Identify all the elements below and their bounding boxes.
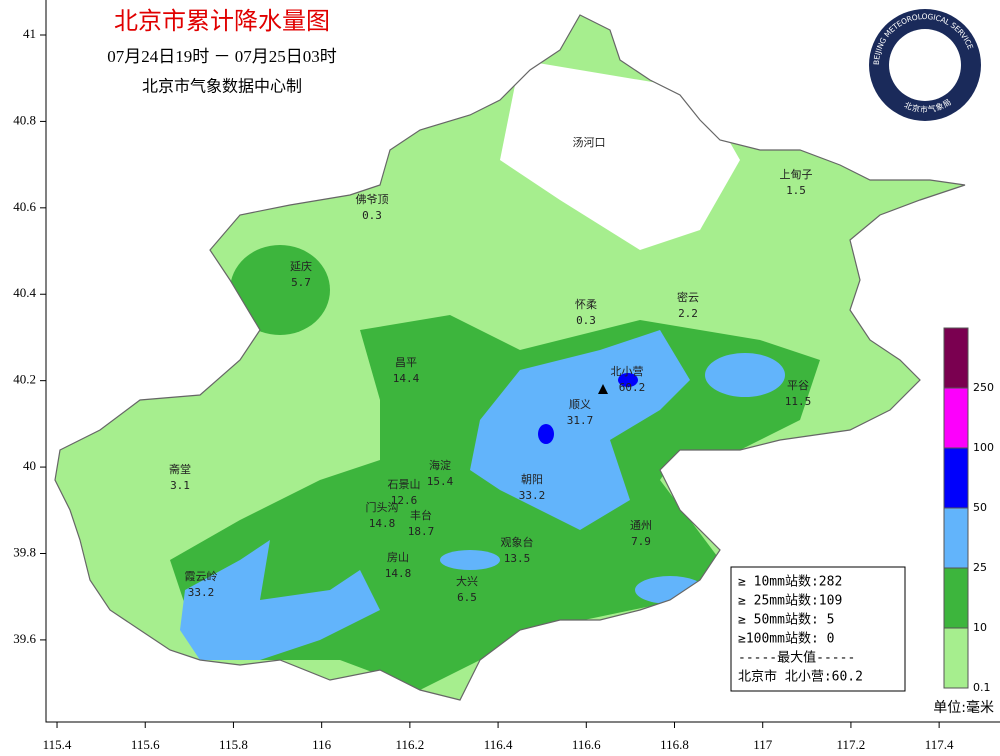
time-range: 07月24日19时 － 07月25日03时 — [107, 47, 337, 66]
max-marker — [598, 384, 608, 394]
field-heavy — [618, 373, 638, 387]
legend-label: 25 — [973, 561, 987, 574]
field-dry — [500, 60, 740, 250]
x-tick-label: 115.6 — [131, 737, 160, 752]
station-value: 11.5 — [785, 395, 812, 408]
station-name: 斋堂 — [169, 462, 191, 476]
station-name: 石景山 — [388, 478, 421, 491]
station-name: 怀柔 — [575, 298, 597, 311]
station-value: 60.2 — [619, 381, 646, 394]
legend-swatch — [943, 627, 969, 689]
station-name: 观象台 — [501, 535, 534, 549]
station-value: 15.4 — [427, 475, 454, 488]
x-tick-label: 117 — [753, 737, 773, 752]
station-value: 14.8 — [385, 567, 412, 580]
station-value: 14.8 — [369, 517, 396, 530]
station-name: 海淀 — [429, 458, 451, 472]
legend-label: 50 — [973, 501, 987, 514]
x-tick-label: 116.2 — [395, 737, 424, 752]
station-name: 汤河口 — [573, 135, 606, 149]
station-name: 平谷 — [787, 379, 809, 392]
stat-line: -----最大值----- — [738, 650, 855, 666]
logo: BEIJING METEOROLOGICAL SERVICE 北京市气象局 — [869, 9, 981, 121]
station-value: 5.7 — [291, 276, 311, 289]
field-blue — [180, 540, 380, 660]
station-value: 14.4 — [393, 372, 420, 385]
y-tick-label: 40.4 — [13, 285, 36, 300]
legend-label: 100 — [973, 441, 994, 454]
station-name: 昌平 — [395, 356, 417, 369]
x-tick-label: 117.4 — [925, 737, 954, 752]
stat-line: ≥ 10mm站数:282 — [738, 575, 842, 590]
station-name: 丰台 — [410, 508, 432, 522]
legend-swatch — [943, 567, 969, 629]
station-value: 1.5 — [786, 184, 806, 197]
stat-line: ≥100mm站数: 0 — [738, 632, 834, 647]
station-value: 33.2 — [519, 489, 546, 502]
station-name: 上甸子 — [780, 168, 813, 181]
field-blue — [440, 550, 500, 570]
y-tick-label: 41 — [23, 26, 36, 41]
stat-line: 北京市 北小营:60.2 — [738, 669, 863, 685]
station-name: 霞云岭 — [185, 569, 218, 583]
station-value: 0.3 — [362, 209, 382, 222]
title: 北京市累计降水量图 — [114, 7, 330, 35]
station-value: 13.5 — [504, 552, 531, 565]
station-name: 密云 — [677, 290, 699, 304]
station-value: 2.2 — [678, 307, 698, 320]
logo-inner — [889, 29, 961, 101]
y-tick-label: 39.6 — [13, 631, 36, 646]
station-name: 通州 — [630, 519, 652, 532]
y-tick-label: 39.8 — [13, 544, 36, 559]
station-value: 7.9 — [631, 535, 651, 548]
field-heavy — [538, 424, 554, 444]
producer: 北京市气象数据中心制 — [142, 77, 302, 96]
x-tick-label: 117.2 — [837, 737, 866, 752]
station-name: 房山 — [387, 551, 409, 564]
y-tick-label: 40 — [23, 458, 36, 473]
station-name: 佛爷顶 — [356, 192, 389, 206]
legend-label: 10 — [973, 621, 987, 634]
station-name: 门头沟 — [366, 500, 399, 514]
stat-line: ≥ 50mm站数: 5 — [738, 613, 834, 628]
field-blue — [705, 353, 785, 397]
legend-label: 250 — [973, 381, 994, 394]
station-name: 朝阳 — [521, 473, 543, 486]
x-tick-label: 116 — [312, 737, 332, 752]
station-value: 33.2 — [188, 586, 215, 599]
legend-swatch — [943, 447, 969, 509]
y-tick-label: 40.6 — [13, 199, 36, 214]
station-name: 北小营 — [611, 364, 644, 378]
unit: 单位:毫米 — [933, 699, 994, 716]
stats-box — [730, 566, 906, 692]
field-green — [230, 245, 330, 335]
station-value: 0.3 — [576, 314, 596, 327]
station-name: 顺义 — [569, 398, 591, 411]
station-value: 12.6 — [391, 494, 418, 507]
legend-swatch — [943, 387, 969, 449]
legend-swatch — [943, 327, 969, 389]
legend-swatch — [943, 507, 969, 569]
x-tick-label: 115.4 — [43, 737, 72, 752]
station-value: 18.7 — [408, 525, 435, 538]
station-value: 6.5 — [457, 591, 477, 604]
station-value: 3.1 — [170, 479, 190, 492]
x-tick-label: 116.6 — [572, 737, 601, 752]
station-name: 大兴 — [456, 574, 478, 588]
y-tick-label: 40.8 — [13, 112, 36, 127]
stat-line: ≥ 25mm站数:109 — [738, 594, 842, 609]
station-value: 31.7 — [567, 414, 594, 427]
axis-frame — [45, 0, 1000, 723]
x-tick-label: 116.4 — [484, 737, 513, 752]
legend-label: 0.1 — [973, 681, 991, 694]
x-tick-label: 115.8 — [219, 737, 248, 752]
y-tick-label: 40.2 — [13, 372, 36, 387]
x-tick-label: 116.8 — [660, 737, 689, 752]
station-name: 延庆 — [290, 259, 312, 273]
